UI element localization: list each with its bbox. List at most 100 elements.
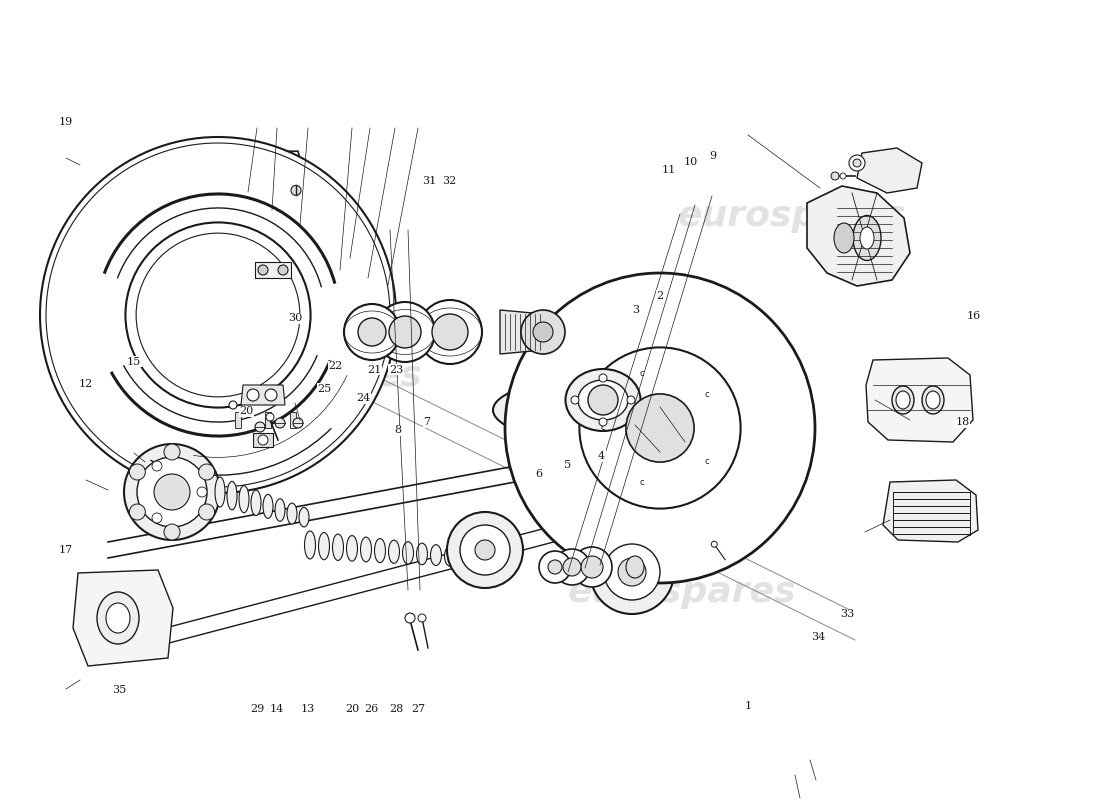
Polygon shape xyxy=(857,148,922,193)
Polygon shape xyxy=(807,186,910,286)
Text: 14: 14 xyxy=(271,704,284,714)
Text: c: c xyxy=(640,478,645,487)
Text: 28: 28 xyxy=(389,704,403,714)
Polygon shape xyxy=(883,480,978,542)
Ellipse shape xyxy=(214,477,225,507)
Polygon shape xyxy=(241,385,285,405)
Circle shape xyxy=(164,444,180,460)
Text: 9: 9 xyxy=(710,151,716,161)
Circle shape xyxy=(581,556,603,578)
Polygon shape xyxy=(290,412,296,428)
Circle shape xyxy=(580,347,740,509)
Text: 16: 16 xyxy=(967,311,980,321)
Text: 19: 19 xyxy=(59,117,73,126)
Ellipse shape xyxy=(305,531,316,559)
Circle shape xyxy=(197,487,207,497)
Circle shape xyxy=(199,504,214,520)
Ellipse shape xyxy=(417,543,428,565)
Circle shape xyxy=(852,159,861,167)
Circle shape xyxy=(293,418,303,428)
Circle shape xyxy=(571,396,579,404)
Ellipse shape xyxy=(388,540,399,563)
Ellipse shape xyxy=(374,538,385,562)
Polygon shape xyxy=(128,151,323,466)
Ellipse shape xyxy=(565,369,640,431)
Circle shape xyxy=(130,504,145,520)
Ellipse shape xyxy=(892,386,914,414)
Circle shape xyxy=(627,396,635,404)
Text: 17: 17 xyxy=(59,546,73,555)
Circle shape xyxy=(712,542,717,547)
Ellipse shape xyxy=(896,391,910,409)
Text: 24: 24 xyxy=(356,394,370,403)
Text: 30: 30 xyxy=(288,314,301,323)
Ellipse shape xyxy=(834,223,854,253)
Circle shape xyxy=(152,513,162,523)
Ellipse shape xyxy=(263,494,273,518)
Text: 23: 23 xyxy=(389,365,403,374)
Circle shape xyxy=(229,401,236,409)
Circle shape xyxy=(548,560,562,574)
Polygon shape xyxy=(235,412,241,428)
Circle shape xyxy=(534,322,553,342)
Polygon shape xyxy=(866,358,974,442)
Text: 13: 13 xyxy=(301,704,315,714)
Circle shape xyxy=(358,318,386,346)
Ellipse shape xyxy=(493,371,803,449)
Ellipse shape xyxy=(430,545,441,566)
Circle shape xyxy=(130,464,145,480)
Circle shape xyxy=(389,316,421,348)
Text: 26: 26 xyxy=(365,704,378,714)
Circle shape xyxy=(154,474,190,510)
Circle shape xyxy=(505,273,815,583)
Text: 21: 21 xyxy=(367,365,381,374)
Ellipse shape xyxy=(626,556,644,578)
Circle shape xyxy=(405,613,415,623)
Ellipse shape xyxy=(251,490,261,515)
Circle shape xyxy=(600,418,607,426)
Circle shape xyxy=(618,558,646,586)
Circle shape xyxy=(266,413,274,421)
Circle shape xyxy=(447,512,522,588)
Ellipse shape xyxy=(473,550,484,568)
Text: 34: 34 xyxy=(812,632,825,642)
Text: 20: 20 xyxy=(240,406,253,416)
Ellipse shape xyxy=(239,486,249,513)
Text: 32: 32 xyxy=(442,176,455,186)
Ellipse shape xyxy=(299,507,309,527)
Text: 4: 4 xyxy=(598,451,605,461)
Polygon shape xyxy=(255,262,292,278)
Ellipse shape xyxy=(97,592,139,644)
Ellipse shape xyxy=(346,535,358,561)
Circle shape xyxy=(375,302,434,362)
Circle shape xyxy=(626,394,694,462)
Text: 27: 27 xyxy=(411,704,425,714)
Polygon shape xyxy=(253,433,273,447)
Circle shape xyxy=(344,304,400,360)
Text: 2: 2 xyxy=(657,291,663,301)
Ellipse shape xyxy=(852,215,881,261)
Ellipse shape xyxy=(459,548,470,567)
Text: 18: 18 xyxy=(956,418,969,427)
Ellipse shape xyxy=(444,546,455,566)
Circle shape xyxy=(600,374,607,382)
Text: c: c xyxy=(704,390,708,398)
Circle shape xyxy=(124,444,220,540)
Text: eurospares: eurospares xyxy=(194,359,422,393)
Circle shape xyxy=(258,265,268,275)
Text: 29: 29 xyxy=(251,704,264,714)
Text: c: c xyxy=(704,458,708,466)
Circle shape xyxy=(563,558,581,576)
Ellipse shape xyxy=(106,603,130,633)
Text: 25: 25 xyxy=(318,384,331,394)
Circle shape xyxy=(849,155,865,171)
Text: 12: 12 xyxy=(79,379,92,389)
Circle shape xyxy=(292,186,301,195)
Ellipse shape xyxy=(275,498,285,522)
Text: c: c xyxy=(640,369,645,378)
Circle shape xyxy=(572,547,612,587)
Circle shape xyxy=(248,389,258,401)
Circle shape xyxy=(539,551,571,583)
Text: c: c xyxy=(601,423,605,433)
Circle shape xyxy=(164,524,180,540)
